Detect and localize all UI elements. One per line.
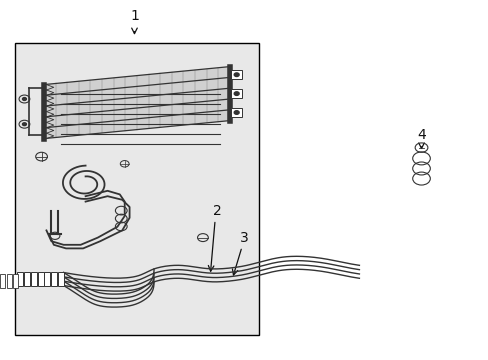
Text: 2: 2 <box>213 204 222 217</box>
Polygon shape <box>44 67 229 139</box>
Bar <box>0 274 5 288</box>
Bar <box>51 272 57 286</box>
Bar <box>58 272 64 286</box>
Bar <box>7 274 12 288</box>
Bar <box>13 274 18 288</box>
Circle shape <box>234 73 239 77</box>
Circle shape <box>234 92 239 95</box>
Text: 1: 1 <box>130 9 139 23</box>
Circle shape <box>234 111 239 114</box>
Bar <box>24 272 30 286</box>
Text: 3: 3 <box>240 231 248 244</box>
Bar <box>231 108 242 117</box>
Bar <box>15 43 259 335</box>
Bar <box>38 272 43 286</box>
Bar <box>231 70 242 80</box>
Text: 4: 4 <box>416 128 425 142</box>
Bar <box>44 272 50 286</box>
Bar <box>231 89 242 98</box>
Bar <box>17 272 23 286</box>
Circle shape <box>22 123 26 126</box>
Circle shape <box>22 98 26 100</box>
Bar <box>31 272 37 286</box>
